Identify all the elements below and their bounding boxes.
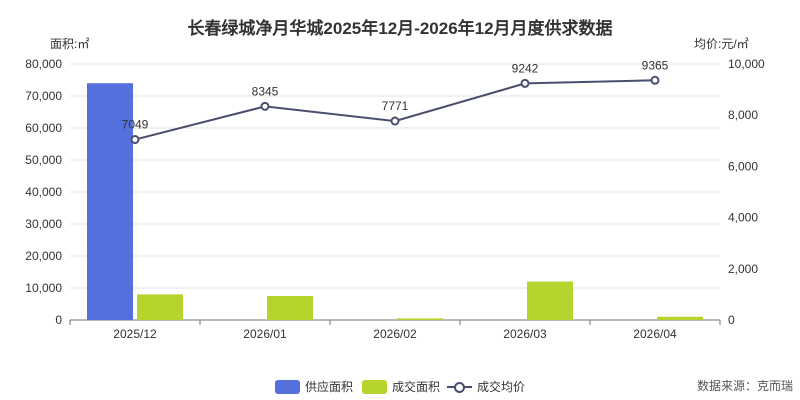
avg-price-point (390, 116, 400, 126)
bar-supply-area (87, 83, 133, 320)
avg-price-point (260, 101, 270, 111)
y-right-tick-label: 4,000 (728, 211, 758, 225)
right-axis-unit-label: 均价:元/㎡ (694, 37, 749, 51)
y-left-tick-label: 70,000 (25, 89, 62, 103)
legend-avg-price-swatch (447, 380, 472, 394)
y-right-tick-label: 2,000 (728, 262, 758, 276)
bar-deal-area (137, 294, 183, 320)
bar-deal-area (527, 281, 573, 320)
legend-deal-area-swatch (362, 379, 387, 394)
legend-deal-area-label: 成交面积 (392, 380, 441, 394)
data-source-note: 数据来源：克而瑞 (697, 379, 794, 393)
y-left-tick-label: 20,000 (25, 249, 62, 263)
y-left-tick-label: 50,000 (25, 153, 62, 167)
y-right-tick-label: 10,000 (728, 57, 765, 71)
legend-item-supply[interactable]: 供应面积 (275, 378, 353, 395)
avg-price-data-label: 7049 (122, 118, 149, 132)
y-right-tick-label: 6,000 (728, 159, 758, 173)
y-left-tick-label: 80,000 (25, 57, 62, 71)
x-tick-label: 2026/03 (503, 327, 547, 341)
left-axis-unit-label: 面积:㎡ (50, 37, 90, 51)
y-right-tick-label: 0 (728, 313, 735, 327)
y-right-tick-label: 8,000 (728, 108, 758, 122)
avg-price-point (520, 78, 530, 88)
legend-item-avg-price[interactable]: 成交均价 (447, 378, 525, 395)
bar-deal-area (267, 296, 313, 320)
x-tick-label: 2026/01 (243, 327, 287, 341)
bar-deal-area (657, 316, 703, 320)
y-left-tick-label: 30,000 (25, 217, 62, 231)
y-left-tick-label: 10,000 (25, 281, 62, 295)
x-tick-label: 2026/02 (373, 327, 417, 341)
x-tick-label: 2026/04 (633, 327, 677, 341)
x-tick-label: 2025/12 (113, 327, 157, 341)
y-left-tick-label: 0 (55, 313, 62, 327)
avg-price-data-label: 9365 (642, 58, 669, 72)
y-left-tick-label: 40,000 (25, 185, 62, 199)
legend-supply-swatch (275, 379, 300, 394)
avg-price-point (650, 75, 660, 85)
legend-supply-label: 供应面积 (305, 380, 354, 394)
avg-price-data-label: 9242 (512, 61, 539, 75)
y-left-tick-label: 60,000 (25, 121, 62, 135)
bar-deal-area (397, 318, 443, 320)
avg-price-data-label: 7771 (382, 99, 409, 113)
legend-item-deal-area[interactable]: 成交面积 (362, 378, 440, 395)
avg-price-point (130, 135, 140, 145)
legend-avg-price-label: 成交均价 (477, 380, 526, 394)
avg-price-data-label: 8345 (252, 84, 279, 98)
chart-title: 长春绿城净月华城2025年12月-2026年12月月度供求数据 (187, 19, 613, 38)
